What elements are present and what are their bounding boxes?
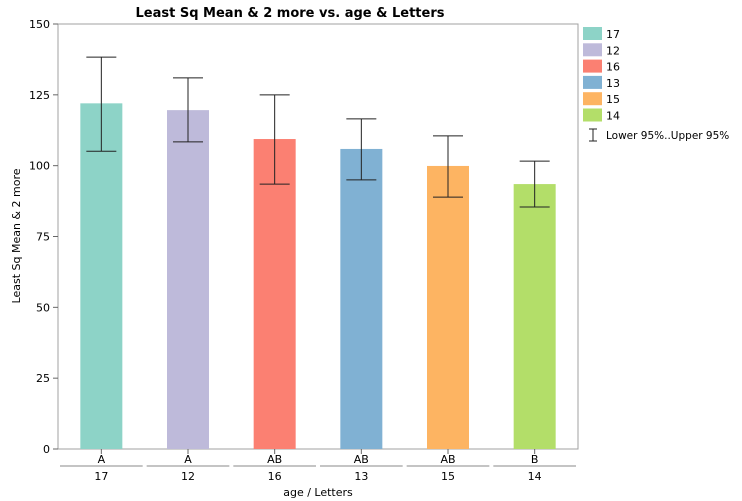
letter-label: AB	[354, 453, 369, 466]
letter-label: A	[184, 453, 192, 466]
legend-swatch-14	[583, 108, 602, 122]
y-tick-label: 100	[29, 160, 50, 173]
legend-swatch-13	[583, 75, 602, 89]
legend-errorbar-label: Lower 95%..Upper 95%	[606, 130, 729, 142]
y-tick-label: 50	[36, 301, 50, 314]
legend-label: 12	[606, 44, 620, 57]
category-label: 12	[181, 470, 195, 483]
category-label: 15	[441, 470, 455, 483]
plot-frame	[57, 23, 579, 450]
legend-label: 16	[606, 61, 620, 74]
legend-label: 13	[606, 77, 620, 90]
legend-swatch-16	[583, 59, 602, 73]
bar-12	[167, 110, 209, 449]
y-tick-label: 0	[43, 443, 50, 456]
legend-swatch-17	[583, 27, 602, 40]
letter-label: AB	[267, 453, 282, 466]
category-label: 14	[528, 470, 542, 483]
legend-label: 17	[606, 28, 620, 41]
category-label: 17	[94, 470, 108, 483]
y-tick-label: 75	[36, 231, 50, 244]
bar-17	[80, 103, 123, 449]
category-label: 13	[354, 470, 368, 483]
legend-swatch-12	[583, 43, 602, 57]
y-axis-label: Least Sq Mean & 2 more	[10, 168, 23, 303]
legend-swatch-15	[583, 92, 602, 106]
chart-title: Least Sq Mean & 2 more vs. age & Letters	[136, 6, 445, 21]
legend-label: 15	[606, 93, 620, 106]
category-label: 16	[268, 470, 282, 483]
legend-label: 14	[606, 110, 620, 123]
letter-label: AB	[440, 453, 455, 466]
x-axis-label: age / Letters	[283, 486, 353, 499]
letter-label: A	[98, 453, 106, 466]
bar-16	[253, 139, 296, 450]
bar-15	[427, 165, 469, 449]
y-tick-label: 125	[29, 89, 50, 102]
letter-label: B	[531, 453, 539, 466]
y-tick-label: 25	[36, 372, 50, 385]
bar-13	[340, 148, 383, 449]
bar-14	[513, 184, 556, 450]
y-tick-label: 150	[29, 18, 50, 31]
